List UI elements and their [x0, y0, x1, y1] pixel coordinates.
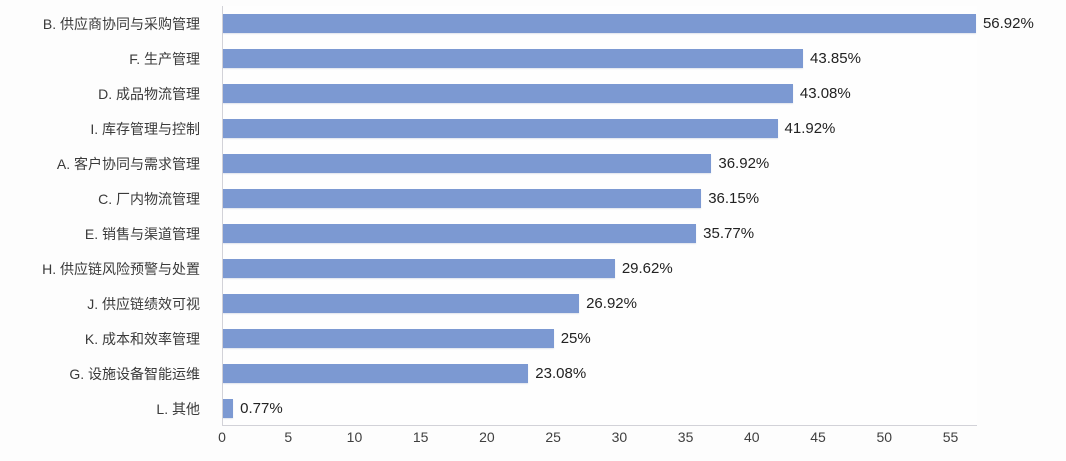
value-label: 23.08% [535, 365, 587, 382]
x-tick-label: 10 [346, 429, 363, 445]
bar [223, 329, 554, 348]
x-tick-label: 15 [412, 429, 429, 445]
value-label: 35.77% [703, 225, 755, 242]
value-label: 56.92% [982, 15, 1034, 32]
bar [223, 224, 697, 243]
x-axis: 0 5 10 15 20 25 30 35 40 45 50 55 [218, 427, 977, 451]
bar-row: 0.77% [223, 391, 977, 426]
bar-row: 43.08% [223, 76, 977, 111]
category-label: A. 客户协同与需求管理 [56, 155, 200, 172]
bar-row: 36.92% [223, 146, 977, 181]
x-tick-label: 0 [218, 429, 226, 445]
value-label: 36.15% [708, 190, 760, 207]
category-label: L. 其他 [156, 400, 200, 417]
x-tick-label: 5 [284, 429, 293, 445]
category-label: F. 生产管理 [129, 50, 200, 67]
category-label: I. 库存管理与控制 [90, 120, 200, 137]
category-label: G. 设施设备智能运维 [69, 365, 200, 382]
category-label: B. 供应商协同与采购管理 [42, 15, 200, 32]
x-tick-label: 30 [611, 429, 628, 445]
value-label: 43.85% [810, 50, 861, 67]
category-label: K. 成本和效率管理 [84, 330, 200, 347]
bar [223, 294, 580, 313]
bar [223, 154, 712, 173]
category-label: D. 成品物流管理 [98, 85, 200, 102]
bar [223, 14, 976, 33]
bar-row: 25% [223, 321, 977, 356]
x-tick-label: 35 [677, 429, 694, 445]
bar-row: 35.77% [223, 216, 977, 251]
x-tick-label: 40 [744, 429, 760, 445]
bar [223, 189, 702, 208]
value-label: 41.92% [784, 120, 836, 137]
value-label: 0.77% [240, 400, 283, 417]
value-label: 36.92% [718, 155, 770, 172]
bar-row: 43.85% [223, 41, 977, 76]
bar [223, 119, 778, 138]
category-label: J. 供应链绩效可视 [87, 295, 200, 312]
x-tick-label: 45 [810, 429, 826, 445]
bar [223, 399, 234, 418]
value-label: 29.62% [621, 260, 673, 277]
value-label: 26.92% [586, 295, 637, 312]
x-tick-label: 20 [479, 429, 495, 445]
category-label: C. 厂内物流管理 [98, 190, 200, 207]
bar-row: 26.92% [223, 286, 977, 321]
category-label: E. 销售与渠道管理 [84, 225, 200, 242]
x-tick-label: 55 [942, 429, 959, 445]
category-axis: B. 供应商协同与采购管理 F. 生产管理 D. 成品物流管理 I. 库存管理与控制 A… [0, 6, 212, 426]
bar-row: 36.15% [223, 181, 977, 216]
x-tick-label: 50 [876, 429, 893, 445]
bar-row: 23.08% [223, 356, 977, 391]
bar-row: 56.92% [223, 6, 1034, 41]
value-label: 25% [560, 330, 591, 347]
bar-row: 29.62% [223, 251, 977, 286]
bar [223, 259, 615, 278]
plot-area: 56.92% 43.85% 43.08% 41.92% 36.92% 36.15% 35.7… [222, 6, 1034, 426]
bar [223, 364, 529, 383]
bar-row: 41.92% [223, 111, 977, 146]
category-label: H. 供应链风险预警与处置 [42, 260, 200, 277]
value-label: 43.08% [799, 85, 851, 102]
bar [223, 49, 804, 68]
x-tick-label: 25 [545, 429, 561, 445]
bar [223, 84, 793, 103]
